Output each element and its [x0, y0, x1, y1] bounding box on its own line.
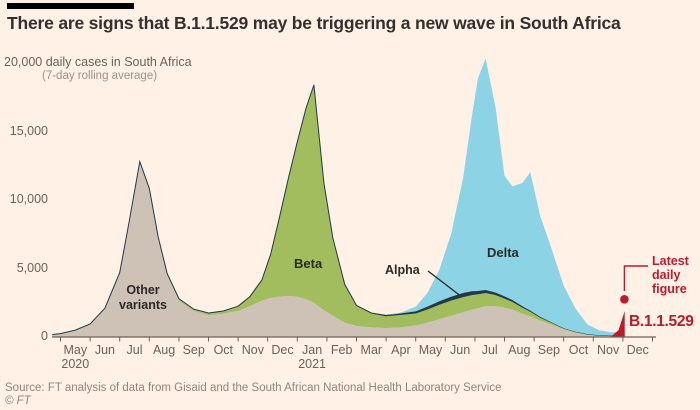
x-month-label: Jul [481, 343, 498, 357]
latest-daily-figure-dot [620, 295, 629, 304]
label-latest-daily-figure: Latest daily figure [652, 254, 689, 296]
y-axis-subtitle: (7-day rolling average) [42, 70, 158, 82]
x-month-label: Nov [596, 343, 620, 357]
label-delta: Delta [487, 245, 519, 260]
copyright-note: © FT [5, 395, 31, 407]
source-note: Source: FT analysis of data from Gisaid … [5, 382, 502, 394]
y-tick-label: 10,000 [9, 192, 48, 206]
x-month-label: Jan [302, 343, 323, 357]
x-month-label: Jun [94, 343, 115, 357]
chart-title: There are signs that B.1.1.529 may be tr… [7, 13, 621, 33]
y-tick-label: 5,000 [16, 260, 48, 275]
x-month-label: Jun [450, 343, 471, 357]
x-year-label: 2021 [298, 357, 326, 371]
y-axis-title: 20,000 daily cases in South Africa [4, 55, 192, 69]
label-latest-line: figure [652, 282, 687, 297]
x-month-label: Jul [126, 343, 143, 357]
x-month-label: Aug [508, 343, 531, 357]
x-month-label: Sep [182, 343, 205, 357]
area-beta [52, 84, 625, 336]
x-month-label: Dec [271, 343, 294, 357]
x-month-label: Oct [568, 343, 589, 357]
label-other-variants: Other variants [119, 283, 167, 312]
label-latest-line: daily [652, 268, 681, 283]
title-accent-bar [7, 3, 134, 9]
label-b11529: B.1.1.529 [629, 313, 694, 330]
x-month-label: Aug [152, 343, 176, 357]
x-month-label: Dec [626, 343, 649, 357]
x-month-label: Sep [537, 343, 561, 357]
x-month-label: Nov [241, 343, 265, 357]
alpha-connector-line [427, 270, 461, 297]
x-month-label: May [418, 343, 443, 357]
x-month-label: Oct [213, 343, 234, 357]
x-month-label: Feb [330, 343, 353, 357]
area-delta [52, 58, 625, 336]
x-month-label: Apr [391, 343, 411, 357]
x-month-label: Mar [360, 343, 383, 357]
x-year-label: 2020 [61, 357, 90, 371]
area-other_variants [52, 161, 625, 337]
label-latest-line: Latest [652, 254, 689, 268]
x-month-label: May [63, 343, 88, 357]
latest-connector-line [623, 265, 648, 291]
label-beta: Beta [294, 256, 323, 271]
y-tick-label: 0 [41, 329, 48, 343]
y-tick-label: 15,000 [9, 123, 48, 138]
label-alpha: Alpha [385, 263, 420, 277]
